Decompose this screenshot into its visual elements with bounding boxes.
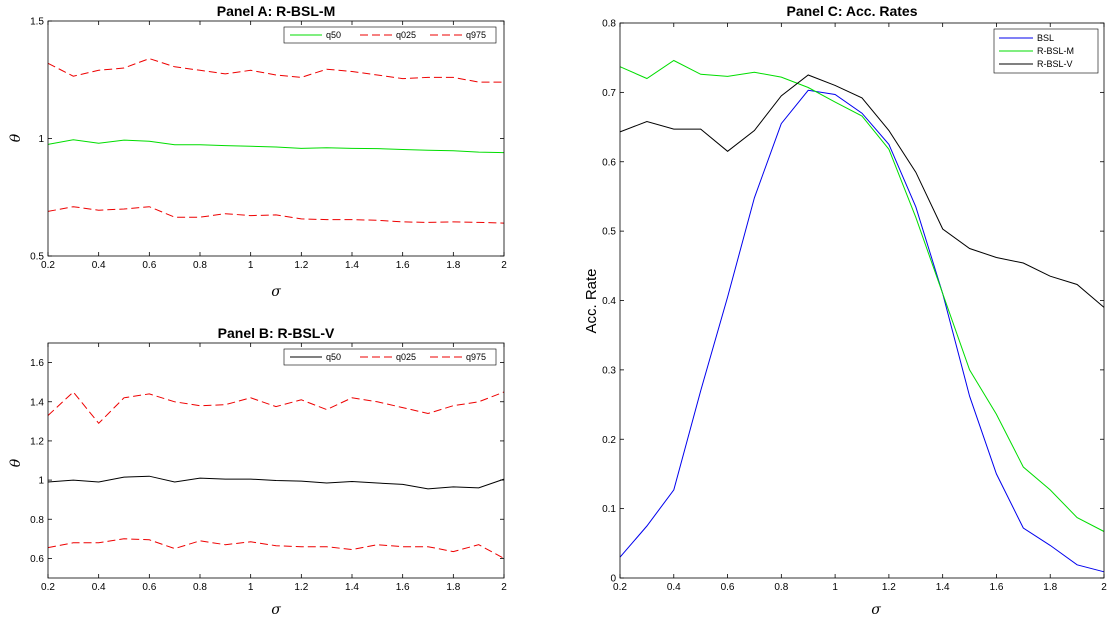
panel-c-ytick-label: 0.1 (602, 504, 616, 515)
panel-c-title: Panel C: Acc. Rates (787, 3, 918, 19)
panel-c-xtick-label: 0.4 (667, 582, 681, 593)
panel-b-xtick-label: 2 (501, 582, 507, 593)
panel-c-xtick-label: 1.2 (882, 582, 896, 593)
panel-a-xtick-label: 1 (248, 260, 254, 271)
panel-b: Panel B: R-BSL-V σ θ 0.2 0.4 0.6 0.8 1 1.2 1.4… (8, 325, 507, 618)
panel-a-ticks: 0.2 0.4 0.6 0.8 1 1.2 1.4 1.6 1.8 2 0.5 1 1.5 (30, 17, 507, 272)
panel-b-ylabel: θ (8, 458, 24, 467)
panel-b-xtick-label: 0.8 (193, 582, 207, 593)
panel-b-xlabel: σ (271, 602, 281, 618)
panel-c-ytick-label: 0.2 (602, 435, 616, 446)
panel-c-axes-box (619, 22, 1105, 579)
panel-a-ylabel: θ (8, 133, 24, 142)
panel-a-ytick-label: 1 (38, 134, 44, 145)
panel-c-xtick-label: 0.6 (721, 582, 735, 593)
panel-a-legend-label: q025 (396, 30, 416, 40)
panel-c-ylabel: Acc. Rate (583, 268, 600, 333)
panel-c-legend: BSL R-BSL-M R-BSL-V (993, 28, 1099, 74)
panel-a-series-q025 (47, 206, 505, 224)
panel-a-xtick-label: 0.4 (92, 260, 106, 271)
panel-a-xtick-label: 1.4 (345, 260, 359, 271)
panel-b-axes-box (47, 342, 505, 579)
panel-b-ytick-label: 1.2 (30, 436, 44, 447)
panel-a-xtick-label: 0.8 (193, 260, 207, 271)
panel-c-legend-label: R-BSL-V (1037, 59, 1073, 69)
panel-c-lines (619, 59, 1105, 573)
panel-a-legend-label: q975 (466, 30, 486, 40)
panel-b-xtick-label: 0.6 (142, 582, 156, 593)
panel-a-xtick-label: 0.2 (41, 260, 55, 271)
panel-b-xtick-label: 1.8 (446, 582, 460, 593)
panel-b-xtick-label: 0.4 (92, 582, 106, 593)
panel-b-xtick-label: 1.4 (345, 582, 359, 593)
panel-b-series-q50 (47, 475, 505, 490)
panel-c: Panel C: Acc. Rates σ Acc. Rate 0.2 0.4 0.… (583, 3, 1107, 618)
panel-c-ytick-label: 0.3 (602, 365, 616, 376)
panel-b-xtick-label: 0.2 (41, 582, 55, 593)
panel-c-xlabel: σ (871, 602, 881, 618)
panel-a-title: Panel A: R-BSL-M (217, 3, 335, 19)
panel-c-ytick-label: 0.6 (602, 157, 616, 168)
panel-a-xtick-label: 2 (501, 260, 507, 271)
panel-b-title: Panel B: R-BSL-V (218, 325, 335, 341)
panel-a-axes-box (47, 20, 505, 257)
panel-c-xtick-label: 1.6 (989, 582, 1003, 593)
panel-b-legend-label: q025 (396, 352, 416, 362)
panel-b-legend-label: q975 (466, 352, 486, 362)
panel-b-ytick-label: 0.8 (30, 515, 44, 526)
panel-b-series-q975 (47, 391, 505, 425)
panel-c-series-r-bsl-m (619, 59, 1105, 532)
panel-a: Panel A: R-BSL-M σ θ 0.2 0.4 0.6 0.8 1 1.2 1.4… (8, 3, 507, 300)
panel-a-xtick-label: 0.6 (142, 260, 156, 271)
panel-c-legend-label: R-BSL-M (1037, 46, 1074, 56)
panel-b-xtick-label: 1.2 (294, 582, 308, 593)
panel-a-series-q50 (47, 139, 505, 154)
panel-a-xtick-label: 1.2 (294, 260, 308, 271)
panel-b-ytick-label: 1.6 (30, 358, 44, 369)
panel-b-xtick-label: 1 (248, 582, 254, 593)
panel-a-ytick-label: 0.5 (30, 252, 44, 263)
panel-b-series-q025 (47, 538, 505, 559)
panel-c-ytick-label: 0 (610, 574, 616, 585)
panel-a-legend: q50 q025 q975 (283, 26, 497, 44)
panel-a-xlabel: σ (271, 284, 281, 300)
panel-b-ticks: 0.2 0.4 0.6 0.8 1 1.2 1.4 1.6 1.8 2 0.6 0.8 1 1.2 1.4 1… (30, 343, 507, 593)
panel-a-ytick-label: 1.5 (30, 17, 44, 28)
panel-a-xtick-label: 1.6 (396, 260, 410, 271)
panel-c-xtick-label: 0.8 (774, 582, 788, 593)
panel-a-series-q975 (47, 58, 504, 83)
panel-c-xtick-label: 1.8 (1043, 582, 1057, 593)
panel-c-xtick-label: 2 (1101, 582, 1107, 593)
panel-b-ytick-label: 1.4 (30, 397, 44, 408)
panel-b-legend-label: q50 (326, 352, 341, 362)
panel-c-ticks: 0.2 0.4 0.6 0.8 1 1.2 1.4 1.6 1.8 2 0 0.1 0.2 0.3 0.4 0… (602, 19, 1107, 594)
panel-b-legend: q50 q025 q975 (283, 348, 497, 366)
panel-c-xtick-label: 0.2 (613, 582, 627, 593)
panel-c-legend-label: BSL (1037, 33, 1054, 43)
panel-c-xtick-label: 1 (832, 582, 838, 593)
panel-c-ytick-label: 0.8 (602, 19, 616, 30)
panel-b-xtick-label: 1.6 (396, 582, 410, 593)
panel-b-ytick-label: 1 (38, 476, 44, 487)
panel-b-lines (47, 391, 505, 559)
panel-a-lines (47, 58, 505, 224)
panel-b-ytick-label: 0.6 (30, 554, 44, 565)
panel-c-ytick-label: 0.4 (602, 296, 616, 307)
panel-c-series-bsl (619, 89, 1105, 573)
panel-c-ytick-label: 0.5 (602, 227, 616, 238)
panel-c-series-r-bsl-v (619, 74, 1105, 308)
panel-a-xtick-label: 1.8 (446, 260, 460, 271)
panel-a-legend-label: q50 (326, 30, 341, 40)
panel-c-ytick-label: 0.7 (602, 88, 616, 99)
panel-c-xtick-label: 1.4 (936, 582, 950, 593)
